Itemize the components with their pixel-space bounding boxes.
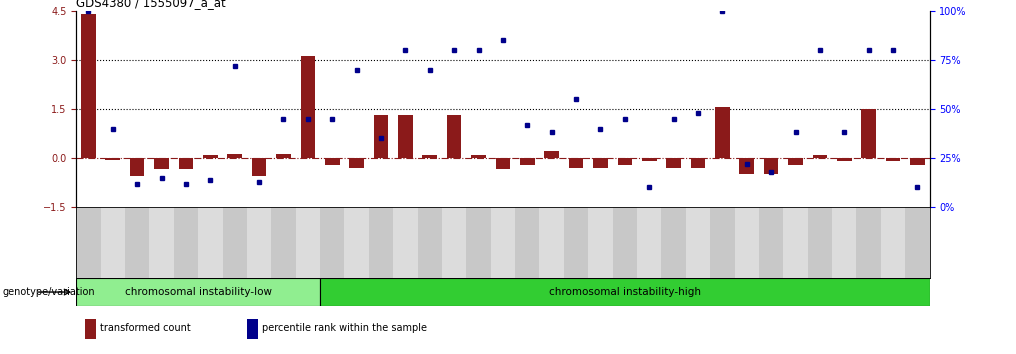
Bar (320, 278, 930, 306)
Bar (618, 158, 632, 165)
Bar (130, 158, 144, 176)
Bar (491, 207, 515, 278)
Bar (423, 155, 437, 158)
Bar (466, 207, 491, 278)
Bar (862, 109, 876, 158)
Bar (106, 158, 120, 160)
Bar (179, 158, 193, 170)
Bar (832, 207, 856, 278)
Bar (471, 155, 486, 158)
Bar (593, 158, 608, 168)
Text: chromosomal instability-low: chromosomal instability-low (125, 287, 271, 297)
Bar (715, 107, 729, 158)
Bar (374, 115, 388, 158)
Bar (515, 207, 539, 278)
Bar (398, 115, 412, 158)
Bar (813, 155, 827, 158)
Bar (174, 207, 198, 278)
Bar (276, 154, 291, 158)
Bar (76, 207, 101, 278)
Bar (154, 158, 169, 170)
Bar (301, 57, 315, 158)
Bar (783, 207, 808, 278)
Bar (686, 207, 710, 278)
Text: percentile rank within the sample: percentile rank within the sample (262, 323, 428, 333)
Bar (740, 158, 754, 175)
Bar (344, 207, 369, 278)
Bar (393, 207, 418, 278)
Bar (691, 158, 705, 168)
Bar (84, 319, 96, 338)
Bar (856, 207, 881, 278)
Bar (350, 158, 364, 168)
Bar (101, 207, 125, 278)
Bar (247, 207, 271, 278)
Bar (520, 158, 534, 165)
Text: GDS4380 / 1555097_a_at: GDS4380 / 1555097_a_at (76, 0, 226, 10)
Bar (223, 207, 247, 278)
Text: transformed count: transformed count (101, 323, 191, 333)
Bar (569, 158, 583, 168)
Bar (886, 158, 900, 161)
Bar (545, 152, 559, 158)
Bar (881, 207, 905, 278)
Bar (418, 207, 442, 278)
Bar (637, 207, 661, 278)
Bar (228, 154, 242, 158)
Bar (910, 158, 925, 165)
Text: genotype/variation: genotype/variation (2, 287, 94, 297)
Bar (588, 207, 613, 278)
Bar (81, 14, 96, 158)
Bar (203, 155, 217, 158)
Bar (808, 207, 832, 278)
Bar (735, 207, 759, 278)
Bar (642, 158, 656, 161)
Bar (788, 158, 803, 165)
Bar (149, 207, 174, 278)
Bar (198, 207, 223, 278)
Bar (247, 319, 258, 338)
Bar (369, 207, 393, 278)
Bar (320, 207, 344, 278)
Bar (661, 207, 686, 278)
Bar (296, 207, 320, 278)
Bar (325, 158, 339, 165)
Bar (496, 158, 510, 170)
Bar (613, 207, 637, 278)
Text: chromosomal instability-high: chromosomal instability-high (549, 287, 701, 297)
Bar (271, 207, 296, 278)
Bar (447, 115, 461, 158)
Bar (442, 207, 466, 278)
Bar (759, 207, 783, 278)
Bar (905, 207, 930, 278)
Bar (125, 207, 149, 278)
Bar (837, 158, 851, 161)
Bar (252, 158, 266, 176)
Bar (710, 207, 735, 278)
Bar (764, 158, 778, 175)
Bar (564, 207, 588, 278)
Bar (76, 278, 320, 306)
Bar (666, 158, 681, 168)
Bar (539, 207, 564, 278)
